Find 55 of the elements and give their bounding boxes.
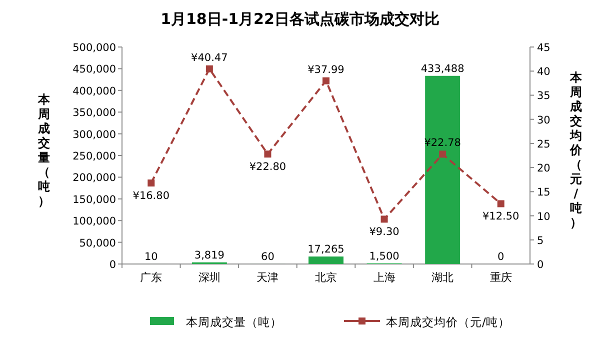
y2-tick-label: 10	[537, 210, 550, 223]
y-tick-label: 350,000	[72, 107, 116, 120]
legend-label: 本周成交均价（元/吨）	[386, 315, 510, 329]
y2-tick-label: 25	[537, 138, 550, 150]
data-label: ¥12.50	[482, 210, 520, 223]
y2-tick-label: 40	[537, 66, 550, 78]
y2-tick-label: 5	[537, 234, 544, 247]
data-label: 10	[144, 250, 158, 263]
y-tick-label: 100,000	[72, 216, 116, 228]
data-label: 60	[261, 250, 274, 263]
x-tick-label: 上海	[373, 271, 396, 284]
bar	[308, 256, 344, 264]
point	[439, 150, 446, 158]
point	[264, 150, 272, 158]
bar	[425, 76, 460, 264]
y-tick-label: 250,000	[72, 150, 116, 162]
legend-label: 本周成交量（吨）	[186, 315, 282, 329]
y2-tick-label: 30	[537, 114, 550, 126]
y2-tick-label: 20	[537, 162, 550, 175]
data-label: 17,265	[308, 244, 344, 256]
y-tick-label: 0	[109, 259, 116, 271]
point	[148, 179, 155, 186]
point	[380, 216, 388, 223]
y-tick-label: 200,000	[72, 172, 116, 184]
data-label: ¥22.80	[249, 161, 286, 174]
data-label: ¥37.99	[308, 64, 344, 76]
y2-tick-label: 15	[537, 186, 550, 199]
y-tick-label: 150,000	[72, 194, 116, 206]
data-label: 1,500	[369, 250, 400, 262]
x-tick-label: 北京	[315, 271, 337, 284]
y2-tick-label: 45	[537, 42, 550, 54]
y-tick-label: 50,000	[79, 237, 116, 250]
x-tick-label: 重庆	[490, 271, 512, 284]
y-tick-label: 450,000	[72, 64, 116, 76]
data-label: ¥40.47	[191, 52, 228, 64]
point	[322, 77, 330, 84]
x-tick-label: 深圳	[198, 271, 220, 284]
y-tick-label: 400,000	[72, 85, 116, 98]
y-tick-label: 500,000	[72, 42, 116, 54]
point	[206, 65, 213, 72]
data-label: 3,819	[194, 249, 224, 262]
y2-tick-label: 35	[537, 90, 550, 102]
data-label: 0	[498, 251, 504, 263]
data-label: ¥9.30	[369, 226, 400, 238]
y2-tick-label: 0	[537, 259, 544, 271]
text: 本周成交均价（元/吨）	[570, 70, 582, 230]
x-tick-label: 广东	[140, 271, 162, 284]
data-label: 433,488	[420, 62, 464, 75]
chart-title: 1月18日-1月22日各试点碳市场成交对比	[160, 10, 440, 28]
x-tick-label: 天津	[256, 271, 279, 284]
data-label: ¥16.80	[132, 190, 170, 202]
y-axis-title: 本周成交量（吨）	[37, 92, 51, 208]
x-tick-label: 湖北	[432, 271, 454, 284]
y-tick-label: 300,000	[72, 128, 116, 141]
point	[497, 200, 504, 208]
